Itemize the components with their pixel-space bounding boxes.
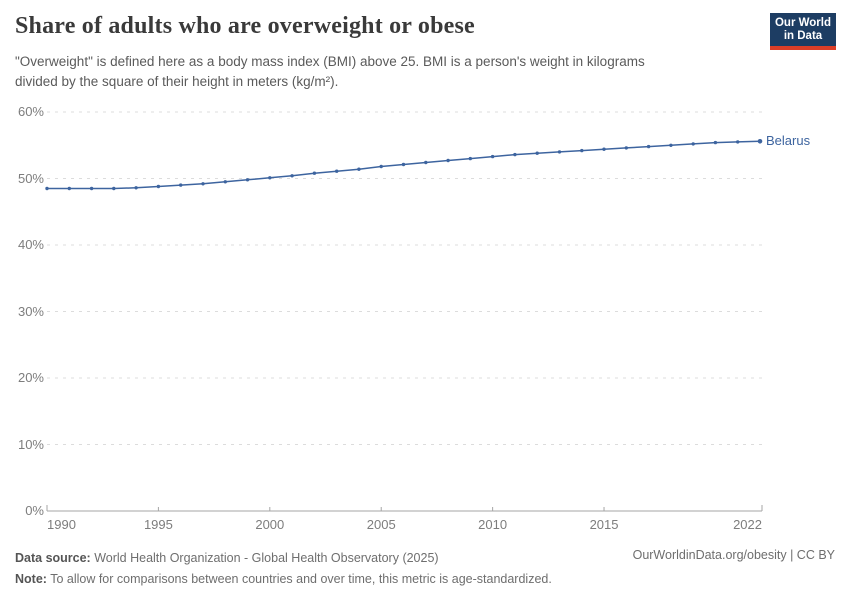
x-axis-tick-label: 1995 [143, 517, 173, 532]
data-point [89, 186, 94, 191]
data-point [268, 176, 272, 180]
y-axis-tick-label: 60% [17, 104, 44, 119]
chart-title: Share of adults who are overweight or ob… [15, 13, 475, 39]
data-point [713, 140, 718, 145]
data-point [179, 183, 183, 187]
chart-footer: Data source: World Health Organization -… [15, 548, 552, 590]
data-point [557, 150, 562, 154]
data-point [513, 152, 517, 157]
data-point [312, 171, 317, 175]
y-axis-tick-label: 0% [25, 503, 44, 518]
data-point [112, 186, 116, 191]
y-axis-tick-label: 30% [17, 303, 44, 319]
x-axis-tick-label: 2010 [478, 517, 508, 532]
owid-logo-line2: in Data [783, 30, 823, 42]
series-label-belarus[interactable]: Belarus [766, 133, 811, 149]
x-axis-tick-label: 2005 [366, 517, 396, 532]
data-source-label: Data source: [15, 551, 91, 565]
x-axis-tick-label: 2015 [589, 517, 619, 532]
owid-url-link[interactable]: OurWorldinData.org/obesity | CC BY [632, 548, 835, 562]
data-point [535, 151, 539, 155]
x-axis-tick-label: 2000 [255, 517, 285, 532]
data-point [424, 160, 428, 165]
owid-logo[interactable]: Our World in Data [770, 13, 836, 50]
data-point [290, 174, 294, 178]
data-point [490, 154, 495, 159]
subtitle-line-2: divided by the square of their height in… [15, 73, 339, 89]
data-source-line: Data source: World Health Organization -… [15, 548, 552, 569]
data-point [602, 147, 606, 151]
note-line: Note: To allow for comparisons between c… [15, 569, 552, 590]
data-point [201, 182, 205, 186]
y-axis-tick-label: 20% [17, 370, 44, 385]
data-point [67, 186, 72, 191]
data-source-value: World Health Organization - Global Healt… [90, 551, 439, 565]
note-value: To allow for comparisons between countri… [46, 572, 552, 586]
x-axis-tick-label: 2022 [733, 517, 762, 532]
data-point [156, 184, 161, 189]
data-point [669, 143, 673, 147]
chart-subtitle: "Overweight" is defined here as a body m… [15, 52, 645, 91]
data-point [624, 146, 628, 150]
x-axis-tick-label: 1990 [47, 517, 76, 532]
data-point [446, 158, 450, 163]
data-point [401, 162, 406, 167]
data-point [691, 142, 695, 146]
data-point [646, 144, 651, 149]
data-point [357, 167, 361, 171]
data-point [223, 180, 227, 184]
data-point [580, 148, 584, 153]
owid-logo-line1: Our World [774, 17, 831, 29]
data-point [379, 164, 383, 169]
data-point [45, 186, 49, 191]
y-axis-tick-label: 50% [17, 170, 44, 186]
note-label: Note: [15, 572, 47, 586]
data-point [335, 169, 339, 173]
data-point [736, 140, 740, 144]
y-axis-tick-label: 40% [17, 237, 44, 252]
data-point [134, 186, 138, 190]
data-point [468, 156, 472, 161]
subtitle-line-1: "Overweight" is defined here as a body m… [15, 54, 645, 69]
data-point [757, 139, 763, 144]
data-point [245, 178, 250, 182]
y-axis-tick-label: 10% [17, 436, 44, 452]
